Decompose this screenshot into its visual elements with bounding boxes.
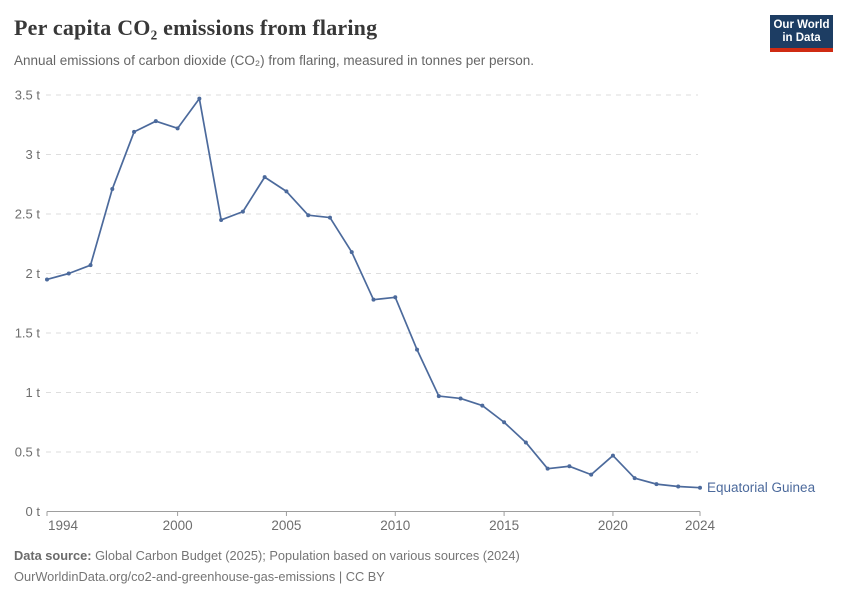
footer-url: OurWorldinData.org/co2-and-greenhouse-ga…: [14, 569, 385, 584]
y-axis-tick-label: 2 t: [26, 266, 41, 281]
data-point: [132, 129, 137, 134]
data-point: [545, 466, 550, 471]
chart-subtitle: Annual emissions of carbon dioxide (CO₂)…: [14, 53, 534, 68]
y-axis-tick-label: 3 t: [26, 147, 41, 162]
data-point: [523, 440, 528, 445]
data-point: [589, 472, 594, 477]
x-axis-tick-label: 2020: [598, 518, 628, 533]
footer-datasource-text: Global Carbon Budget (2025); Population …: [91, 548, 520, 563]
x-axis-tick-label: 2010: [380, 518, 410, 533]
x-axis-tick-label: 2000: [163, 518, 193, 533]
x-axis-tick-label: 2005: [271, 518, 301, 533]
y-axis-tick-label: 0.5 t: [15, 445, 41, 460]
data-point: [327, 215, 332, 220]
data-point: [88, 263, 93, 268]
data-point: [632, 476, 637, 481]
data-point: [676, 484, 681, 489]
data-point: [371, 297, 376, 302]
data-point: [567, 464, 572, 469]
data-point: [349, 250, 354, 255]
y-axis-tick-label: 3.5 t: [15, 88, 41, 103]
footer-datasource: Data source: Global Carbon Budget (2025)…: [14, 548, 520, 563]
data-point: [458, 396, 463, 401]
data-point: [240, 209, 245, 214]
x-axis-tick-label: 2015: [489, 518, 519, 533]
data-point: [654, 482, 659, 487]
data-point: [480, 403, 485, 408]
owid-logo: Our World in Data: [770, 15, 833, 52]
data-line-equatorial-guinea: [46, 97, 701, 489]
data-point: [698, 485, 702, 490]
data-point: [45, 277, 49, 282]
data-point: [197, 96, 202, 101]
page-title: Per capita CO₂ emissions from flaring: [14, 15, 378, 40]
y-axis-tick-label: 2.5 t: [15, 207, 41, 222]
line-chart: 0 t 0.5 t 1 t 1.5 t 2 t 2.5 t 3 t 3.5 t 1994 2000…: [15, 88, 816, 534]
x-axis-tick-label: 2024: [685, 518, 716, 533]
data-point: [306, 213, 311, 218]
data-point: [153, 119, 158, 124]
data-point: [393, 295, 398, 300]
data-point: [175, 126, 180, 131]
data-point: [502, 420, 507, 425]
owid-logo-line1: Our World: [773, 19, 830, 31]
footer-datasource-label: Data source:: [14, 548, 92, 563]
data-point: [284, 189, 289, 194]
data-point: [610, 453, 615, 458]
data-point: [415, 347, 420, 352]
y-axis-tick-label: 0 t: [26, 504, 41, 519]
data-point: [110, 187, 115, 192]
data-point: [219, 217, 224, 222]
x-axis-tick-label: 1994: [48, 518, 79, 533]
y-axis-tick-label: 1.5 t: [15, 326, 41, 341]
y-axis-tick-label: 1 t: [26, 385, 41, 400]
data-point: [436, 394, 441, 399]
data-point: [262, 175, 267, 180]
series-label: Equatorial Guinea: [707, 480, 816, 495]
data-point: [66, 271, 71, 276]
owid-logo-line2: in Data: [782, 32, 821, 44]
